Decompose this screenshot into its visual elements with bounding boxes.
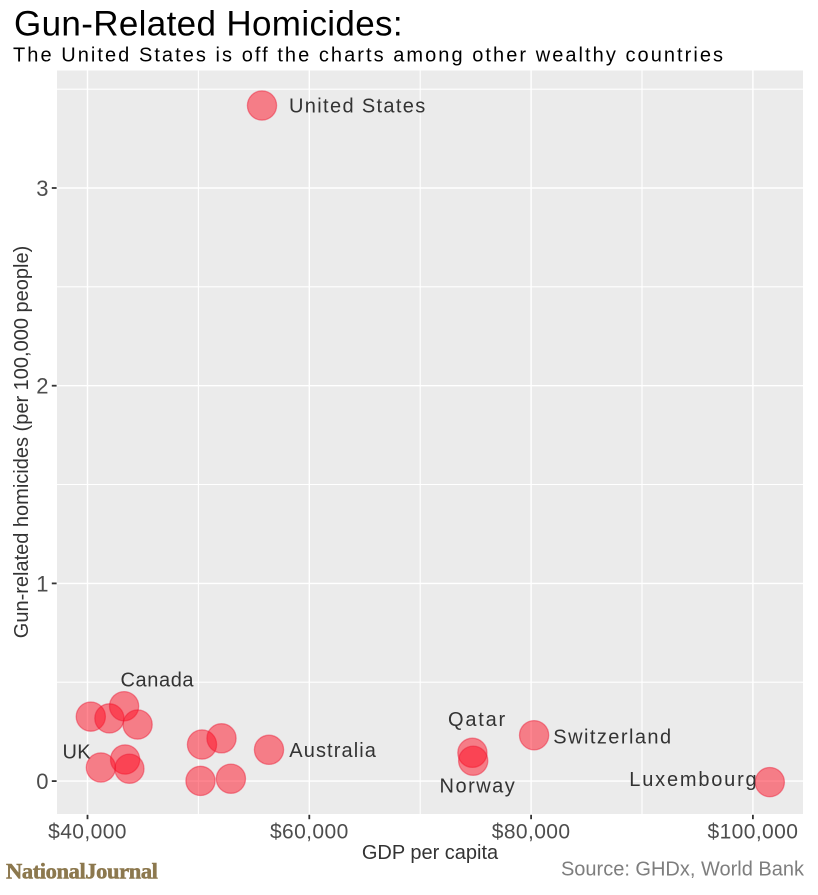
svg-text:1: 1: [36, 571, 48, 596]
svg-text:GDP per capita: GDP per capita: [362, 842, 499, 864]
svg-text:The United States is off the c: The United States is off the charts amon…: [13, 45, 725, 67]
svg-text:$100,000: $100,000: [708, 820, 799, 843]
svg-text:3: 3: [36, 176, 48, 201]
svg-text:Source: GHDx, World Bank: Source: GHDx, World Bank: [561, 858, 805, 880]
svg-text:United States: United States: [289, 96, 427, 118]
svg-text:0: 0: [36, 769, 48, 794]
svg-text:$80,000: $80,000: [492, 820, 571, 843]
svg-text:$60,000: $60,000: [270, 820, 349, 843]
svg-text:UK: UK: [63, 742, 92, 764]
svg-text:Gun-related homicides (per 100: Gun-related homicides (per 100,000 peopl…: [11, 246, 33, 638]
svg-text:Luxembourg: Luxembourg: [629, 769, 758, 791]
svg-text:Norway: Norway: [440, 776, 517, 798]
svg-text:$40,000: $40,000: [48, 820, 127, 843]
svg-text:Canada: Canada: [121, 670, 195, 692]
svg-text:NationalJournal: NationalJournal: [6, 859, 158, 884]
svg-text:Switzerland: Switzerland: [553, 727, 672, 749]
svg-text:Gun-Related Homicides:: Gun-Related Homicides:: [14, 5, 403, 44]
svg-text:2: 2: [36, 374, 48, 399]
svg-text:Qatar: Qatar: [448, 709, 507, 731]
svg-text:Australia: Australia: [289, 740, 377, 762]
